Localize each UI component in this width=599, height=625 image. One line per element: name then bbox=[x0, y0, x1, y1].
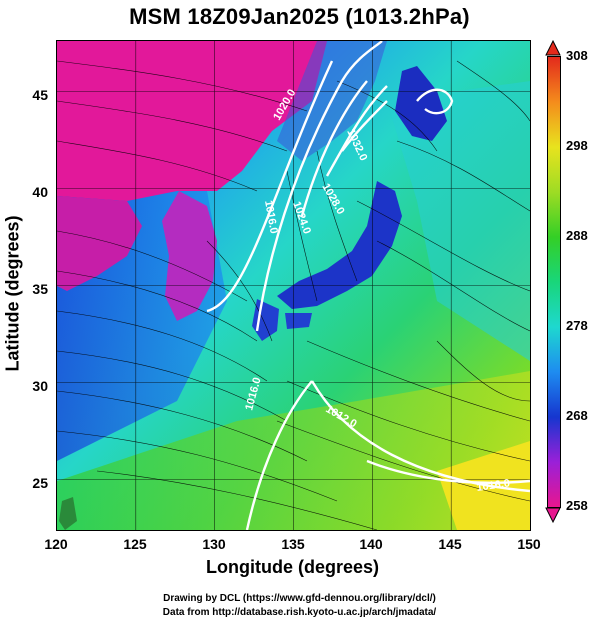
x-tick-label: 150 bbox=[517, 536, 541, 552]
x-tick-label: 145 bbox=[438, 536, 462, 552]
kyushu-island bbox=[252, 299, 279, 341]
y-tick-label: 45 bbox=[32, 87, 48, 103]
y-tick-label: 40 bbox=[32, 184, 48, 200]
x-axis-label: Longitude (degrees) bbox=[205, 557, 379, 577]
honshu-island bbox=[277, 181, 402, 309]
y-axis-label: Latitude (degrees) bbox=[2, 215, 23, 372]
x-tick-label: 135 bbox=[281, 536, 305, 552]
korea-peninsula bbox=[162, 191, 217, 321]
credit-line-data: Data from http://database.rish.kyoto-u.a… bbox=[162, 607, 437, 618]
x-tick-label: 130 bbox=[202, 536, 226, 552]
wind-streamlines bbox=[57, 60, 530, 530]
colorbar-bottom-arrow bbox=[545, 507, 561, 523]
colorbar-tick-label: 258 bbox=[566, 498, 588, 513]
colorbar-tick-label: 268 bbox=[566, 408, 588, 423]
chart-title: MSM 18Z09Jan2025 (1013.2hPa) bbox=[129, 4, 470, 29]
colorbar-tick-label: 288 bbox=[566, 228, 588, 243]
colorbar-tick-label: 308 bbox=[566, 48, 588, 63]
sakhalin-hokkaido bbox=[395, 66, 447, 141]
map-plot: 1020.0 1016.0 1024.0 1028.0 1032.0 1016.… bbox=[56, 40, 531, 531]
x-tick-label: 140 bbox=[359, 536, 383, 552]
y-tick-label: 25 bbox=[32, 475, 48, 491]
colorbar-top-arrow bbox=[545, 40, 561, 56]
china-coast bbox=[57, 196, 142, 291]
contour-label: 1016.0 bbox=[262, 199, 280, 234]
east-cyan-field bbox=[387, 81, 530, 361]
x-tick-label: 120 bbox=[44, 536, 68, 552]
colorbar-tick-label: 278 bbox=[566, 318, 588, 333]
y-tick-label: 30 bbox=[32, 378, 48, 394]
colorbar bbox=[547, 56, 561, 508]
continent-cold-zone bbox=[57, 41, 327, 201]
y-tick-label: 35 bbox=[32, 281, 48, 297]
contour-label: 1016.0 bbox=[476, 477, 511, 494]
credit-line-drawing: Drawing by DCL (https://www.gfd-dennou.o… bbox=[163, 593, 436, 604]
colorbar-tick-label: 298 bbox=[566, 138, 588, 153]
isobar-contours bbox=[206, 41, 530, 530]
lat-lon-grid bbox=[57, 41, 530, 530]
x-tick-label: 125 bbox=[123, 536, 147, 552]
taiwan-island bbox=[59, 497, 77, 530]
shikoku-island bbox=[285, 313, 312, 329]
